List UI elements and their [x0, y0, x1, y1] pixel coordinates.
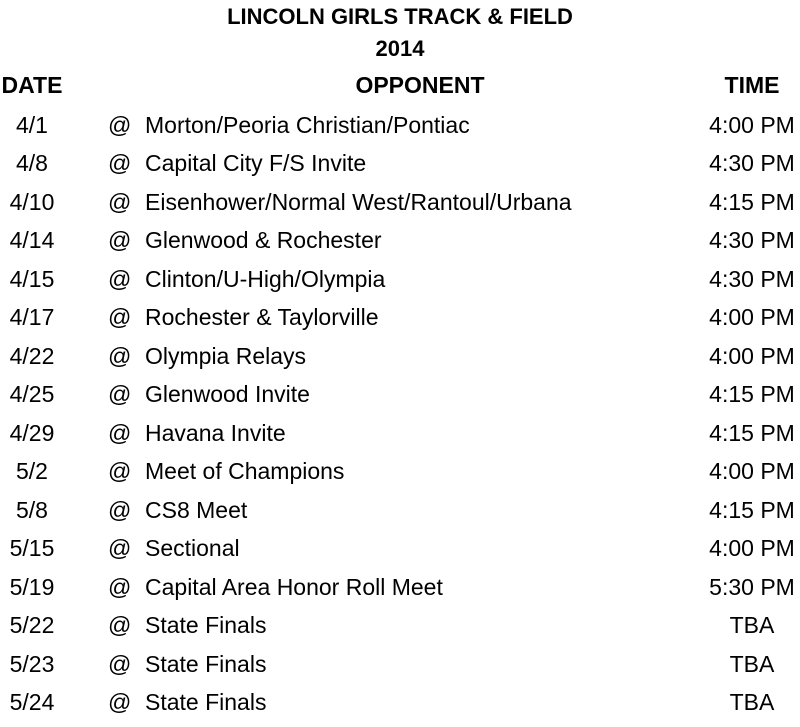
date-cell: 4/22 [9, 342, 55, 369]
header-time: TIME [724, 72, 780, 98]
document-title: LINCOLN GIRLS TRACK & FIELD [227, 4, 573, 29]
schedule-row: 4/8 @ Capital City F/S Invite 4:30 PM [0, 150, 800, 188]
schedule-row: 4/15 @ Clinton/U-High/Olympia 4:30 PM [0, 266, 800, 304]
date-cell: 4/10 [9, 188, 55, 215]
schedule-row: 4/29 @ Havana Invite 4:15 PM [0, 420, 800, 458]
time-cell: 4:15 PM [709, 419, 795, 446]
opponent-cell: Glenwood & Rochester [145, 227, 382, 254]
time-cell: 4:15 PM [709, 496, 795, 523]
time-cell: 5:30 PM [709, 573, 795, 600]
time-cell: 4:15 PM [709, 381, 795, 408]
at-cell: @ [108, 458, 132, 485]
at-cell: @ [108, 650, 132, 677]
opponent-cell: Clinton/U-High/Olympia [145, 265, 386, 292]
date-cell: 4/29 [9, 419, 55, 446]
time-cell: 4:00 PM [709, 342, 795, 369]
at-cell: @ [108, 188, 132, 215]
opponent-cell: Eisenhower/Normal West/Rantoul/Urbana [145, 188, 572, 215]
time-cell: 4:30 PM [709, 265, 795, 292]
schedule-row: 4/17 @ Rochester & Taylorville 4:00 PM [0, 304, 800, 342]
at-cell: @ [108, 381, 132, 408]
at-cell: @ [108, 419, 132, 446]
at-cell: @ [108, 150, 132, 177]
time-cell: TBA [729, 612, 775, 639]
at-cell: @ [108, 689, 132, 716]
date-cell: 5/2 [16, 458, 48, 485]
at-cell: @ [108, 112, 132, 138]
time-cell: 4:00 PM [709, 458, 795, 485]
schedule-row: 4/25 @ Glenwood Invite 4:15 PM [0, 381, 800, 419]
header-opponent: OPPONENT [355, 72, 485, 98]
schedule-row: 5/22 @ State Finals TBA [0, 612, 800, 650]
at-cell: @ [108, 535, 132, 562]
opponent-cell: Meet of Champions [145, 458, 345, 485]
opponent-cell: CS8 Meet [145, 496, 248, 523]
date-cell: 4/14 [9, 227, 55, 254]
schedule-row: 5/23 @ State Finals TBA [0, 651, 800, 689]
opponent-cell: Capital Area Honor Roll Meet [145, 573, 443, 600]
opponent-cell: Rochester & Taylorville [145, 304, 379, 331]
time-cell: 4:00 PM [709, 112, 795, 138]
opponent-cell: Olympia Relays [145, 342, 307, 369]
at-cell: @ [108, 496, 132, 523]
at-cell: @ [108, 573, 132, 600]
time-cell: 4:15 PM [709, 188, 795, 215]
schedule-row: 4/1 @ Morton/Peoria Christian/Pontiac 4:00 … [0, 112, 800, 150]
opponent-cell: Glenwood Invite [145, 381, 310, 408]
date-cell: 5/8 [16, 496, 48, 523]
time-cell: 4:00 PM [709, 535, 795, 562]
date-cell: 5/19 [9, 573, 55, 600]
opponent-cell: State Finals [145, 689, 267, 716]
document-year: 2014 [375, 36, 425, 61]
opponent-cell: Capital City F/S Invite [145, 150, 367, 177]
schedule-row: 4/10 @ Eisenhower/Normal West/Rantoul/Urba… [0, 189, 800, 227]
at-cell: @ [108, 265, 132, 292]
header-date: DATE [1, 72, 63, 98]
date-cell: 4/25 [9, 381, 55, 408]
date-cell: 5/15 [9, 535, 55, 562]
opponent-cell: Sectional [145, 535, 240, 562]
date-cell: 4/17 [9, 304, 55, 331]
at-cell: @ [108, 304, 132, 331]
date-cell: 5/23 [9, 650, 55, 677]
schedule-row: 5/15 @ Sectional 4:00 PM [0, 535, 800, 573]
at-cell: @ [108, 342, 132, 369]
time-cell: TBA [729, 650, 775, 677]
date-cell: 5/22 [9, 612, 55, 639]
at-cell: @ [108, 612, 132, 639]
at-cell: @ [108, 227, 132, 254]
opponent-cell: Havana Invite [145, 419, 286, 446]
schedule-row: 5/24 @ State Finals TBA [0, 689, 800, 727]
schedule-row: 4/14 @ Glenwood & Rochester 4:30 PM [0, 227, 800, 265]
opponent-cell: State Finals [145, 612, 267, 639]
schedule-row: 5/2 @ Meet of Champions 4:00 PM [0, 458, 800, 496]
time-cell: 4:30 PM [709, 150, 795, 177]
opponent-cell: Morton/Peoria Christian/Pontiac [145, 112, 470, 138]
schedule-row: 5/8 @ CS8 Meet 4:15 PM [0, 497, 800, 535]
date-cell: 4/15 [9, 265, 55, 292]
time-cell: 4:30 PM [709, 227, 795, 254]
time-cell: TBA [729, 689, 775, 716]
date-cell: 4/1 [16, 112, 48, 138]
date-cell: 4/8 [16, 150, 48, 177]
time-cell: 4:00 PM [709, 304, 795, 331]
schedule-row: 4/22 @ Olympia Relays 4:00 PM [0, 343, 800, 381]
opponent-cell: State Finals [145, 650, 267, 677]
schedule-row: 5/19 @ Capital Area Honor Roll Meet 5:30 PM [0, 574, 800, 612]
date-cell: 5/24 [9, 689, 55, 716]
